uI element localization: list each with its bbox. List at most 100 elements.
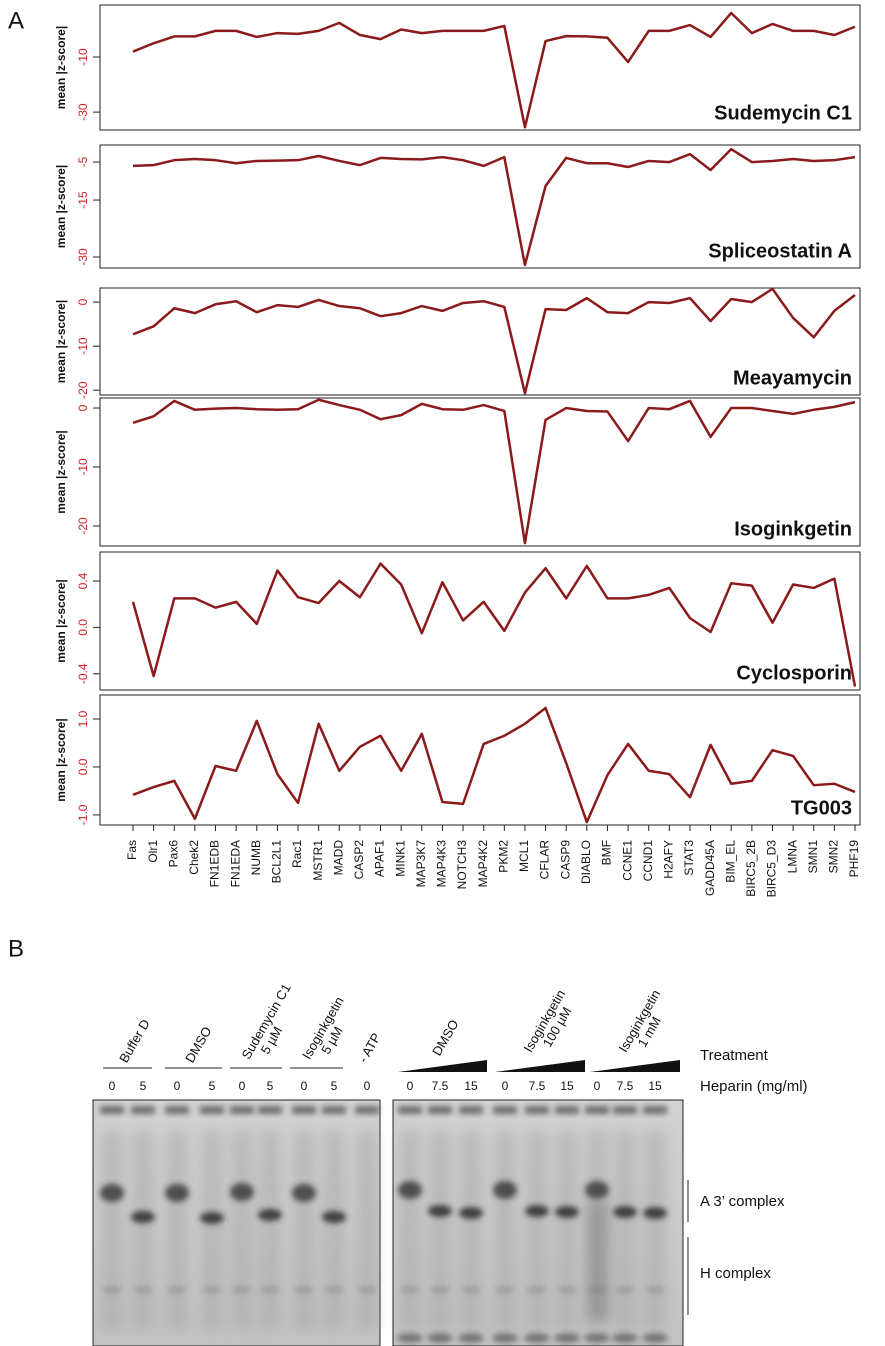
heparin-value: 0 — [301, 1079, 308, 1093]
gel-band-faint — [461, 1286, 481, 1294]
gel-band — [100, 1184, 124, 1202]
treatment: - ATP — [355, 1030, 384, 1065]
y-axis-title: mean |z-score| — [54, 26, 68, 109]
x-tick-label: CASP2 — [352, 840, 366, 880]
y-tick-label: -0.4 — [76, 663, 90, 684]
heparin-value: 15 — [560, 1079, 574, 1093]
x-tick-label: CFLAR — [538, 840, 552, 880]
y-tick-label: -10 — [76, 458, 90, 476]
complex-label: A 3’ complex — [700, 1193, 785, 1210]
x-tick-label: GADD45A — [703, 840, 717, 896]
gel-band-faint — [167, 1286, 187, 1294]
gel-band-faint — [527, 1286, 547, 1294]
gel-smear — [356, 1130, 378, 1330]
gel-well — [355, 1106, 379, 1114]
x-tick-label: MAP3K7 — [414, 840, 428, 888]
figure: A B -30-10mean |z-score|Sudemycin C1-30-… — [0, 0, 885, 1346]
x-tick-label: Rac1 — [290, 840, 304, 868]
gel-smear — [259, 1130, 281, 1330]
gel-band — [230, 1183, 254, 1201]
heparin-wedge — [398, 1060, 487, 1072]
gel-band — [613, 1206, 637, 1218]
gel-well — [398, 1106, 422, 1114]
gel-front — [584, 1333, 610, 1343]
gel-well — [292, 1106, 316, 1114]
gel-band — [643, 1207, 667, 1219]
gel-front — [458, 1333, 484, 1343]
chart-title: Meayamycin — [733, 367, 852, 389]
gel-band-faint — [645, 1286, 665, 1294]
gel-smear — [101, 1130, 123, 1330]
gel-band-faint — [615, 1286, 635, 1294]
x-tick-label: MINK1 — [393, 840, 407, 877]
gel-smear — [166, 1130, 188, 1330]
heparin-value: 0 — [109, 1079, 116, 1093]
gel-smear — [429, 1130, 451, 1330]
chart-title: Cyclosporin — [736, 662, 852, 684]
x-tick-label: BCL2L1 — [270, 840, 284, 884]
x-tick-label: BIRC5_D3 — [765, 840, 779, 898]
treatment: DMSO — [429, 1017, 461, 1058]
treatment-text: Buffer D — [116, 1017, 153, 1066]
gel-band-faint — [495, 1286, 515, 1294]
gel-band — [555, 1206, 579, 1218]
gel-well — [428, 1106, 452, 1114]
gel-smear — [399, 1130, 421, 1330]
heparin-wedge — [495, 1060, 585, 1072]
complex-label: H complex — [700, 1265, 771, 1282]
gel-well — [525, 1106, 549, 1114]
gel-well — [459, 1106, 483, 1114]
x-tick-label: MCL1 — [517, 840, 531, 872]
gel-band-faint — [260, 1286, 280, 1294]
gel-band-faint — [324, 1286, 344, 1294]
x-tick-label: Pax6 — [166, 840, 180, 868]
gel-front — [397, 1333, 423, 1343]
x-tick-label: SMN1 — [806, 840, 820, 874]
y-axis-title: mean |z-score| — [54, 300, 68, 383]
gel-band — [428, 1205, 452, 1217]
x-tick-label: STAT3 — [682, 840, 696, 876]
y-axis-title: mean |z-score| — [54, 718, 68, 801]
heparin-value: 0 — [174, 1079, 181, 1093]
gel-band — [322, 1211, 346, 1223]
gel-well — [643, 1106, 667, 1114]
gel-smear — [526, 1130, 548, 1330]
x-tick-label: PHF19 — [847, 840, 861, 878]
heparin-value: 0 — [239, 1079, 246, 1093]
gel-smear — [293, 1130, 315, 1330]
y-axis-title: mean |z-score| — [54, 165, 68, 248]
treatment: Buffer D — [116, 1017, 153, 1066]
gel-well — [585, 1106, 609, 1114]
treatment-text: DMSO — [182, 1024, 214, 1065]
heparin-value: 5 — [140, 1079, 147, 1093]
y-tick-label: -30 — [76, 248, 90, 266]
gel-band — [292, 1184, 316, 1202]
gel-band — [200, 1212, 224, 1224]
gel-band — [525, 1205, 549, 1217]
gel-band-faint — [430, 1286, 450, 1294]
heparin-value: 7.5 — [529, 1079, 546, 1093]
treatment: DMSO — [182, 1024, 214, 1065]
chart-title: Spliceostatin A — [708, 240, 852, 262]
heparin-wedge — [590, 1060, 680, 1072]
chart-title: TG003 — [791, 797, 852, 819]
x-tick-label: MSTR1 — [311, 840, 325, 881]
gel-well — [555, 1106, 579, 1114]
x-tick-label: MAP4K2 — [476, 840, 490, 888]
y-tick-label: -10 — [76, 337, 90, 355]
x-tick-label: MADD — [331, 840, 345, 876]
x-tick-label: CCNE1 — [620, 840, 634, 881]
x-tick-label: BIM_EL — [723, 840, 737, 883]
x-tick-label: Fas — [125, 840, 139, 860]
x-tick-label: NOTCH3 — [455, 840, 469, 890]
gel-smear — [556, 1130, 578, 1330]
heparin-value: 7.5 — [617, 1079, 634, 1093]
y-tick-label: -30 — [76, 103, 90, 121]
gel-band — [493, 1181, 517, 1199]
gel-well — [258, 1106, 282, 1114]
y-tick-label: -10 — [76, 48, 90, 66]
x-tick-label: MAP4K3 — [435, 840, 449, 888]
gel-band — [258, 1209, 282, 1221]
